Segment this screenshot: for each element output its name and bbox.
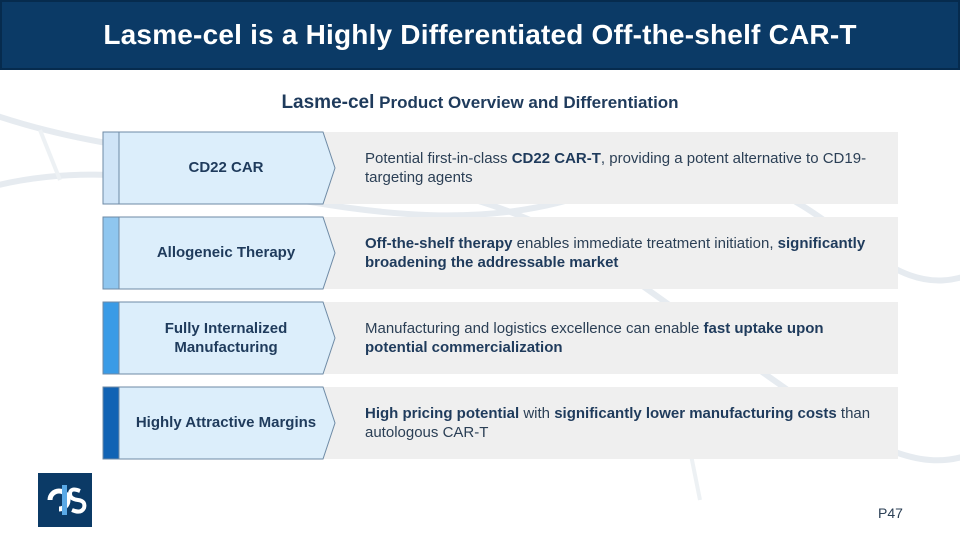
feature-row: Highly Attractive Margins High pricing po… [102, 386, 898, 460]
feature-label: CD22 CAR [188, 159, 264, 177]
subtitle-rest: Product Overview and Differentiation [374, 93, 679, 112]
chevron-shape [102, 131, 336, 205]
description-emphasis: Off-the-shelf therapy [365, 234, 513, 252]
feature-description: Potential first-in-class CD22 CAR-T, pro… [365, 132, 885, 204]
description-text: Potential first-in-class [365, 149, 512, 167]
description-emphasis: significantly lower manufacturing costs [554, 404, 837, 422]
description-band [323, 387, 898, 459]
description-text: than autologous CAR-T [365, 404, 871, 442]
slide-title: Lasme-cel is a Highly Differentiated Off… [103, 19, 857, 50]
description-text: Manufacturing and logistics excellence c… [365, 319, 704, 337]
description-band [323, 302, 898, 374]
feature-row: Allogeneic Therapy Off-the-shelf therapy … [102, 216, 898, 290]
chevron-shape [102, 386, 336, 460]
description-text: , providing a potent alternative to CD19… [365, 149, 867, 187]
description-emphasis: CD22 CAR-T [511, 149, 601, 167]
accent-strip [102, 386, 120, 460]
description-band [323, 217, 898, 289]
description-text: enables immediate treatment initiation, [512, 234, 778, 252]
description-text: with [519, 404, 555, 422]
feature-label: Fully Internalized Manufacturing [164, 319, 288, 357]
feature-row: CD22 CAR Potential first-in-class CD22 CA… [102, 131, 898, 205]
section-subtitle: Lasme-cel Product Overview and Different… [0, 92, 960, 114]
feature-description: High pricing potential with significantl… [365, 387, 885, 459]
feature-description: Off-the-shelf therapy enables immediate … [365, 217, 885, 289]
description-emphasis: significantly broadening the addressable… [365, 234, 866, 272]
page-number: P47 [878, 505, 903, 521]
feature-description: Manufacturing and logistics excellence c… [365, 302, 885, 374]
description-emphasis: fast uptake upon potential commercializa… [365, 319, 824, 357]
accent-strip [102, 301, 120, 375]
chevron-shape [102, 301, 336, 375]
description-emphasis: High pricing potential [365, 404, 520, 422]
chevron-shape [102, 216, 336, 290]
title-bar: Lasme-cel is a Highly Differentiated Off… [0, 0, 960, 70]
accent-strip [102, 216, 120, 290]
feature-row: Fully Internalized Manufacturing Manufact… [102, 301, 898, 375]
accent-strip [102, 131, 120, 205]
feature-label: Allogeneic Therapy [156, 244, 296, 262]
description-band [323, 132, 898, 204]
subtitle-lead: Lasme-cel [281, 92, 375, 113]
feature-label: Highly Attractive Margins [135, 414, 317, 432]
company-logo-icon [38, 473, 92, 527]
